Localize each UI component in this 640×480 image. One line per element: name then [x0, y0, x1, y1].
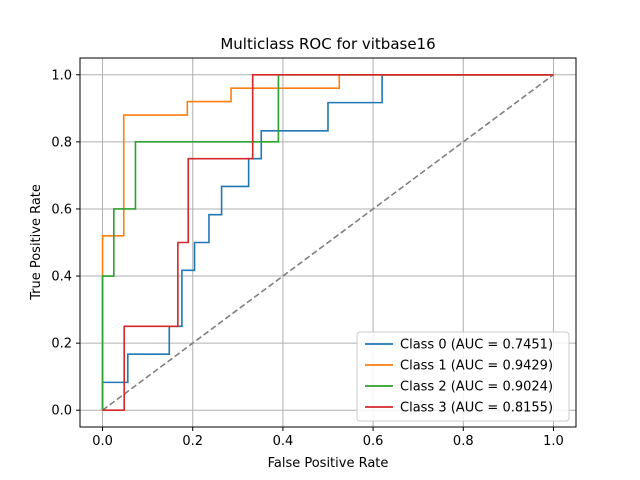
roc-line-class-3	[102, 73, 554, 412]
plot-frame	[79, 57, 577, 428]
chart-title: Multiclass ROC for vitbase16	[220, 35, 435, 53]
chance-diagonal	[102, 74, 554, 411]
legend-label-class-1: Class 1 (AUC = 0.9429)	[400, 359, 553, 374]
x-tick-label-2: 0.4	[273, 434, 294, 449]
x-tick-label-4: 0.8	[453, 434, 474, 449]
y-tick-label-3: 0.6	[51, 202, 72, 217]
legend-box	[356, 331, 570, 422]
roc-line-class-0	[101, 73, 554, 411]
y-axis-label: True Positive Rate	[29, 184, 44, 301]
roc-series-group	[101, 73, 554, 412]
legend-label-class-2: Class 2 (AUC = 0.9024)	[400, 380, 553, 395]
y-tick-label-2: 0.4	[51, 270, 72, 285]
legend-label-class-3: Class 3 (AUC = 0.8155)	[400, 401, 553, 416]
x-tick-label-5: 1.0	[543, 434, 564, 449]
x-tick-label-3: 0.6	[363, 434, 384, 449]
legend-label-class-0: Class 0 (AUC = 0.7451)	[400, 338, 553, 353]
y-tick-label-4: 0.8	[51, 135, 72, 150]
x-tick-label-1: 0.2	[182, 434, 203, 449]
x-axis-label: False Positive Rate	[268, 456, 389, 471]
chance-diagonal-line	[102, 74, 554, 411]
x-tick-label-0: 0.0	[92, 434, 113, 449]
legend: Class 0 (AUC = 0.7451) Class 1 (AUC = 0.9…	[356, 331, 570, 422]
y-axis-ticks: 0.0 0.2 0.4 0.6 0.8 1.0	[51, 68, 80, 419]
y-tick-label-1: 0.2	[51, 337, 72, 352]
roc-line-class-2	[101, 73, 554, 411]
x-axis-ticks: 0.0 0.2 0.4 0.6 0.8 1.0	[92, 427, 564, 449]
y-tick-label-0: 0.0	[51, 404, 72, 419]
y-tick-label-5: 1.0	[51, 68, 72, 83]
roc-line-class-1	[101, 73, 554, 411]
